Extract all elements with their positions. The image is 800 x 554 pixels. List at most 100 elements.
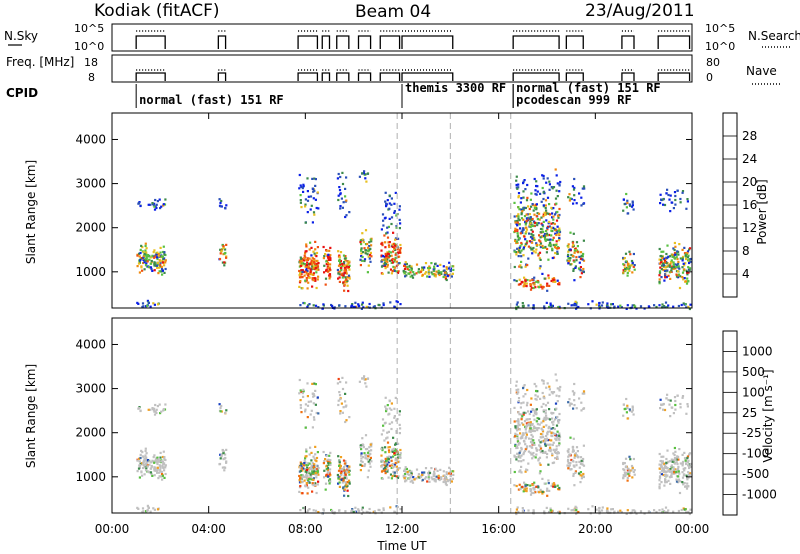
velocity-cell [519, 406, 522, 409]
power-cell [658, 274, 661, 277]
velocity-cell [686, 478, 689, 481]
power-cell [552, 280, 555, 283]
velocity-cell [582, 457, 585, 461]
power-cell [525, 282, 528, 285]
velocity-cell [628, 455, 631, 458]
velocity-cell [397, 467, 400, 470]
power-cell [383, 263, 386, 266]
velocity-cell [568, 398, 571, 401]
velocity-cell [322, 450, 325, 454]
power-cell [546, 225, 550, 228]
velocity-cell [303, 459, 306, 462]
power-cell [552, 207, 555, 210]
velocity-cell [440, 476, 443, 479]
velocity-cell [301, 481, 304, 484]
velocity-ytick-label: 3000 [75, 382, 106, 396]
velocity-cell [163, 456, 166, 459]
power-cell [316, 191, 319, 194]
velocity-cell [312, 455, 315, 458]
power-cell [385, 256, 389, 259]
velocity-cell [549, 507, 552, 510]
velocity-cell [315, 464, 318, 468]
power-cell [571, 185, 574, 188]
power-cell [541, 174, 544, 177]
power-cell [517, 283, 520, 286]
velocity-cell [303, 462, 306, 465]
power-cell [162, 245, 165, 248]
power-cell [669, 194, 672, 197]
power-cell [542, 220, 545, 223]
power-cell [446, 275, 449, 278]
velocity-cell [298, 479, 301, 482]
velocity-cell [631, 476, 634, 479]
power-cell [574, 247, 577, 250]
power-cell [533, 236, 536, 240]
velocity-cell [528, 445, 531, 448]
power-cell [606, 304, 609, 307]
power-cell [428, 266, 432, 270]
power-cell [146, 260, 149, 263]
velocity-cell [331, 509, 334, 513]
power-cell [337, 198, 340, 202]
power-cell [684, 253, 688, 256]
power-cell [551, 238, 554, 242]
velocity-cell [359, 446, 362, 449]
velocity-cell [542, 425, 545, 428]
power-cell [397, 251, 400, 254]
power-cell [681, 248, 684, 251]
velocity-cell [425, 476, 428, 479]
power-cell [399, 243, 402, 247]
power-cell [314, 178, 317, 181]
velocity-cell [329, 459, 332, 462]
velocity-cell [147, 506, 150, 509]
velocity-cell [384, 405, 387, 408]
velocity-cell [154, 410, 157, 413]
power-cell [518, 246, 521, 249]
power-cell [304, 250, 307, 253]
velocity-cell [669, 399, 672, 402]
power-cell [556, 250, 559, 253]
power-cell [622, 209, 625, 212]
velocity-cell [686, 403, 689, 406]
power-cell [547, 238, 550, 241]
power-cell [406, 265, 409, 268]
velocity-cell [687, 485, 690, 488]
power-cell [685, 257, 688, 261]
power-cell [361, 172, 364, 175]
power-cell [519, 245, 522, 248]
noise-sky-step [297, 35, 319, 49]
power-cell [423, 266, 426, 269]
velocity-cell [385, 461, 389, 464]
velocity-cell [531, 435, 534, 438]
power-cell [155, 203, 158, 206]
velocity-cell [683, 469, 686, 472]
velocity-cell [533, 443, 536, 446]
velocity-cell [159, 456, 162, 459]
power-cell [516, 247, 519, 250]
velocity-cell [299, 404, 302, 407]
velocity-cell [311, 426, 314, 429]
velocity-cell [388, 407, 391, 410]
power-cell [558, 207, 561, 211]
power-cell [555, 202, 558, 205]
velocity-cell [142, 466, 145, 470]
power-cell [580, 196, 583, 199]
power-cell [310, 259, 313, 262]
velocity-cell [530, 491, 533, 494]
velocity-cell [515, 484, 518, 488]
velocity-cell [406, 470, 409, 473]
velocity-cell [522, 411, 525, 414]
velocity-cell [538, 448, 541, 452]
power-cell [567, 259, 570, 263]
power-cell [160, 255, 163, 258]
velocity-cell [556, 457, 559, 460]
velocity-cell [161, 455, 165, 459]
velocity-cell [542, 382, 545, 385]
velocity-cell [522, 423, 525, 426]
velocity-cell [337, 403, 340, 407]
velocity-cell [427, 473, 430, 476]
power-cell [531, 203, 534, 206]
velocity-cell [299, 466, 302, 469]
velocity-cell [517, 420, 520, 423]
